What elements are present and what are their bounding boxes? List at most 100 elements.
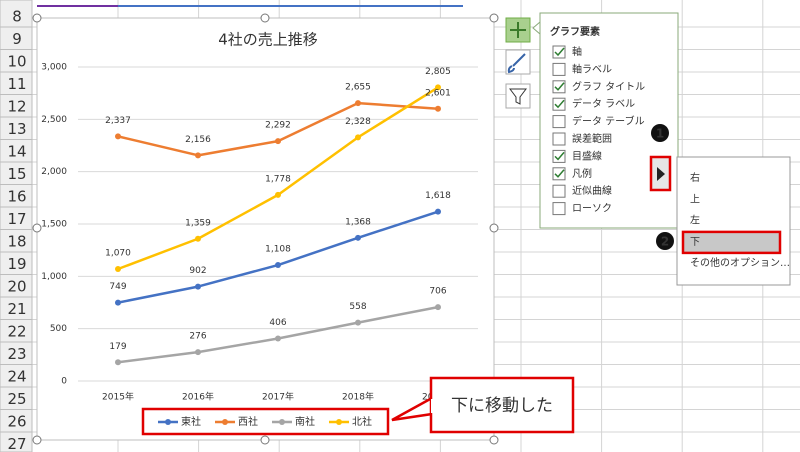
element-label[interactable]: データ テーブル <box>572 115 645 128</box>
row-number: 15 <box>7 165 26 183</box>
point <box>275 138 281 145</box>
element-label[interactable]: データ ラベル <box>572 97 635 110</box>
check-mark <box>554 47 565 57</box>
row-number: 20 <box>7 277 26 295</box>
row-number: 18 <box>7 232 26 250</box>
point <box>275 262 281 269</box>
callout-seam <box>431 399 435 413</box>
chart-styles-button[interactable] <box>505 49 531 75</box>
point <box>435 304 441 311</box>
data-label: 1,359 <box>185 218 211 228</box>
y-tick-label: 2,000 <box>41 167 67 177</box>
data-label: 706 <box>429 287 446 297</box>
checkbox[interactable] <box>552 132 566 146</box>
point <box>115 359 121 366</box>
data-label: 2,337 <box>105 116 131 126</box>
checkbox[interactable] <box>552 45 566 59</box>
chart-filters-button[interactable] <box>505 83 531 109</box>
row-number: 21 <box>7 300 26 318</box>
data-label: 1,778 <box>265 174 291 184</box>
element-label[interactable]: 軸 <box>572 45 582 58</box>
chart-title: 4社の売上推移 <box>218 31 318 49</box>
point <box>195 235 201 242</box>
row-number: 27 <box>7 435 26 452</box>
legend-menu <box>676 156 791 286</box>
panel-arrow <box>532 20 541 36</box>
checkbox[interactable] <box>552 115 566 129</box>
menu-item[interactable]: 左 <box>690 214 700 227</box>
menu-item[interactable]: 下 <box>690 237 700 248</box>
row-number: 26 <box>7 412 26 430</box>
checkbox[interactable] <box>552 80 566 94</box>
checkbox[interactable] <box>552 149 566 163</box>
menu-item[interactable]: 上 <box>690 193 700 205</box>
data-label: 902 <box>189 266 206 276</box>
point <box>435 105 441 112</box>
checkbox[interactable] <box>552 202 566 216</box>
resize-handle[interactable] <box>260 13 270 23</box>
resize-handle[interactable] <box>489 435 499 445</box>
panel-title: グラフ要素 <box>550 25 600 38</box>
data-label: 179 <box>109 342 126 352</box>
element-label[interactable]: ローソク <box>572 203 612 215</box>
chart-area[interactable] <box>36 17 495 441</box>
resize-handle[interactable] <box>489 223 499 233</box>
legend-marker <box>279 419 285 425</box>
menu-item[interactable]: 右 <box>690 171 700 184</box>
row-number: 22 <box>7 322 26 340</box>
resize-handle[interactable] <box>32 13 42 23</box>
brush-icon <box>507 53 526 74</box>
step-badge <box>651 124 669 142</box>
data-label: 406 <box>269 318 286 328</box>
element-label[interactable]: 凡例 <box>572 167 592 180</box>
resize-handle[interactable] <box>32 223 42 233</box>
point <box>115 299 121 306</box>
step-number: 1 <box>656 127 664 141</box>
step-number: 2 <box>661 235 669 249</box>
checkbox[interactable] <box>552 167 566 181</box>
plus-icon <box>510 22 526 38</box>
data-label: 749 <box>109 282 126 292</box>
y-tick-label: 3,000 <box>41 63 67 73</box>
row-number: 13 <box>7 120 26 138</box>
row-header-bg <box>0 0 33 452</box>
row-number: 14 <box>7 142 26 160</box>
legend-label: 西社 <box>238 415 258 428</box>
data-label: 2,655 <box>345 83 371 93</box>
element-label[interactable]: 目盛線 <box>572 149 602 162</box>
checkbox[interactable] <box>552 184 566 198</box>
resize-handle[interactable] <box>32 435 42 445</box>
legend-label: 北社 <box>352 415 372 428</box>
row-number: 10 <box>7 52 26 70</box>
callout-box <box>429 376 575 434</box>
y-tick-label: 2,500 <box>41 115 67 125</box>
resize-handle[interactable] <box>260 435 270 445</box>
data-label: 558 <box>349 302 366 312</box>
callout-text: 下に移動した <box>451 396 553 416</box>
element-label[interactable]: 誤差範囲 <box>572 132 612 145</box>
check-mark <box>554 82 565 91</box>
point <box>195 283 201 290</box>
checkbox[interactable] <box>552 97 566 111</box>
point <box>115 133 121 140</box>
data-label: 2,156 <box>185 135 211 145</box>
point <box>275 191 281 198</box>
legend-marker <box>165 419 171 425</box>
point <box>435 84 441 91</box>
element-label[interactable]: 軸ラベル <box>572 62 612 75</box>
point <box>355 319 361 326</box>
data-label: 2,292 <box>265 121 291 131</box>
point <box>355 234 361 241</box>
filter-icon <box>509 88 527 105</box>
row-number: 9 <box>12 30 22 48</box>
data-label: 2,328 <box>345 117 371 127</box>
point <box>115 266 121 273</box>
legend-marker <box>222 419 228 425</box>
menu-item[interactable]: その他のオプション… <box>690 256 790 269</box>
x-tick-label: 2016年 <box>182 391 214 403</box>
checkbox[interactable] <box>552 62 566 76</box>
element-label[interactable]: 近似曲線 <box>572 184 612 197</box>
resize-handle[interactable] <box>489 13 499 23</box>
element-label[interactable]: グラフ タイトル <box>572 80 645 93</box>
